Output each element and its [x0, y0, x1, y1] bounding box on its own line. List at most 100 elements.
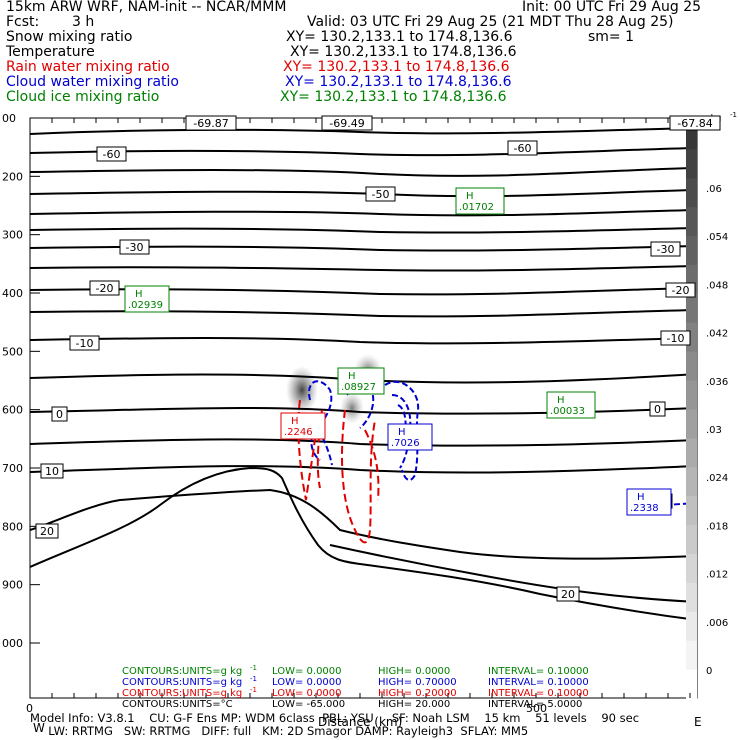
colorbar-tick-label: .048: [706, 280, 728, 291]
colorbar-step: [686, 582, 697, 612]
colorbar-tick-label: .054: [706, 232, 728, 243]
contour-prefix: CONTOURS:: [122, 699, 183, 710]
contour-units: UNITS=g kg: [182, 688, 243, 699]
temperature-label: -30: [126, 241, 144, 254]
temperature-label: 20: [561, 588, 575, 601]
contour-info-cloud-ice: CONTOURS: UNITS=g kg -1 LOW= 0.0000 HIGH= 0.…: [122, 664, 642, 677]
temperature-label-box: [119, 239, 150, 255]
east-marker: E: [694, 715, 702, 729]
isotherm-line: [29, 227, 698, 234]
contour-interval: INTERVAL= 0.10000: [488, 688, 589, 699]
temperature-label-box: [365, 186, 396, 202]
temperature-label-box: [665, 282, 696, 298]
y-axis: 00 200 300 400 500 600 700 800 900 000: [2, 112, 40, 650]
y-tick-label: 00: [2, 112, 16, 125]
temperature-labels: -69.87 -69.49 -67.84 -60 -60 -50 -30 -30 -20 -20 -…: [35, 115, 721, 602]
temperature-label-box: [69, 335, 100, 351]
maximum-box: [280, 412, 326, 440]
isotherm-line: [29, 406, 698, 415]
maximum-box: [546, 391, 596, 419]
contour-low: LOW= 0.0000: [272, 666, 342, 677]
colorbar-step: [686, 264, 697, 294]
isotherm-line: [29, 465, 698, 474]
colorbar-tick-label: .03: [706, 425, 722, 436]
x-tick-label: 500: [526, 702, 547, 715]
temperature-label: 10: [45, 465, 59, 478]
colorbar-step: [686, 177, 697, 208]
contour-units-exponent: -1: [250, 686, 257, 694]
model-info-line1: Model Info: V3.8.1 CU: G-F Ens MP: WDM 6…: [30, 711, 640, 725]
temperature-label: -20: [96, 282, 114, 295]
isotherm-line: [29, 337, 698, 345]
isotherm-line: [29, 209, 698, 217]
maximum-box: [455, 187, 505, 215]
forecast-hours: 3 h: [72, 14, 95, 30]
maximum-box: [387, 423, 433, 451]
temperature-label: 20: [40, 525, 54, 538]
field-temp-name: Temperature: [6, 44, 95, 60]
temperature-contours: [29, 127, 698, 603]
temperature-label-box: [51, 406, 68, 422]
field-rain-xy: XY= 130.2,133.1 to 174.8,136.6: [283, 59, 510, 75]
maximum-box: [626, 488, 672, 516]
contour-low: LOW= 0.0000: [272, 677, 342, 688]
field-temp-xy: XY= 130.2,133.1 to 174.8,136.6: [290, 44, 517, 60]
terrain-line: [29, 466, 698, 621]
temperature-label: -67.84: [677, 117, 712, 130]
contour-units-exponent: -1: [250, 664, 257, 672]
model-info-line2: LW: RRTMG SW: RRTMG DIFF: full KM: 2D Sm…: [30, 724, 529, 738]
field-rain-name: Rain water mixing ratio: [6, 59, 170, 75]
temperature-label: -20: [672, 284, 690, 297]
temperature-label: -30: [657, 243, 675, 256]
temperature-label: -60: [103, 148, 121, 161]
rain-contour: [316, 409, 323, 489]
temperature-label: -50: [372, 188, 390, 201]
isotherm-line: [29, 147, 698, 157]
contour-high: HIGH= 0.20000: [378, 688, 457, 699]
temperature-label-box: [669, 115, 721, 131]
temperature-label: -60: [514, 142, 532, 155]
temperature-label-box: [650, 241, 681, 257]
y-tick-label: 800: [2, 520, 23, 533]
init-time: Init: 00 UTC Fri 29 Aug 25: [522, 0, 702, 15]
isotherm-line: [29, 265, 698, 272]
maximum-marker: H: [398, 427, 406, 438]
contour-low: LOW= 0.0000: [272, 688, 342, 699]
maximum-marker: H: [557, 395, 565, 406]
colorbar-tick-label: 0: [706, 666, 712, 677]
y-tick-label: 200: [2, 170, 23, 183]
maximum-value: .2246: [284, 427, 313, 438]
contour-interval: INTERVAL= 0.10000: [488, 666, 589, 677]
contour-units: UNITS=°C: [182, 699, 233, 710]
temperature-label-box: [321, 115, 373, 131]
colorbar-step: [686, 466, 697, 497]
valid-time: Valid: 03 UTC Fri 29 Aug 25 (21 MDT Thu …: [307, 14, 674, 30]
maximum-value: .00033: [550, 406, 585, 417]
y-tick-label: 700: [2, 462, 23, 475]
temperature-label-box: [507, 140, 538, 156]
field-cloudwater-name: Cloud water mixing ratio: [6, 74, 179, 90]
colorbar-tick-label: .012: [706, 570, 728, 581]
snow-shading-core: [286, 366, 318, 414]
colorbar-step: [686, 495, 697, 526]
field-snow-smooth: sm= 1: [588, 29, 635, 45]
isotherm-line: [29, 127, 698, 135]
temperature-label-box: [660, 330, 691, 346]
colorbar-step: [686, 293, 697, 323]
colorbar-tick-label: .036: [706, 377, 728, 388]
maximum-marker: H: [348, 371, 356, 382]
contour-interval: INTERVAL= 0.10000: [488, 677, 589, 688]
colorbar-tick-label: .018: [706, 521, 728, 532]
contour-prefix: CONTOURS:: [122, 688, 183, 699]
colorbar-step: [686, 322, 697, 352]
isotherm-line: [29, 189, 698, 198]
maximum-value: .7026: [391, 438, 420, 449]
colorbar-unit-exponent: -1: [730, 111, 737, 119]
y-tick-label: 500: [2, 345, 23, 358]
colorbar-tick-label: .06: [706, 184, 722, 195]
maximum-box: [337, 367, 385, 395]
temperature-label-box: [35, 523, 59, 539]
temperature-label: 0: [654, 403, 661, 416]
colorbar-step: [686, 206, 697, 237]
